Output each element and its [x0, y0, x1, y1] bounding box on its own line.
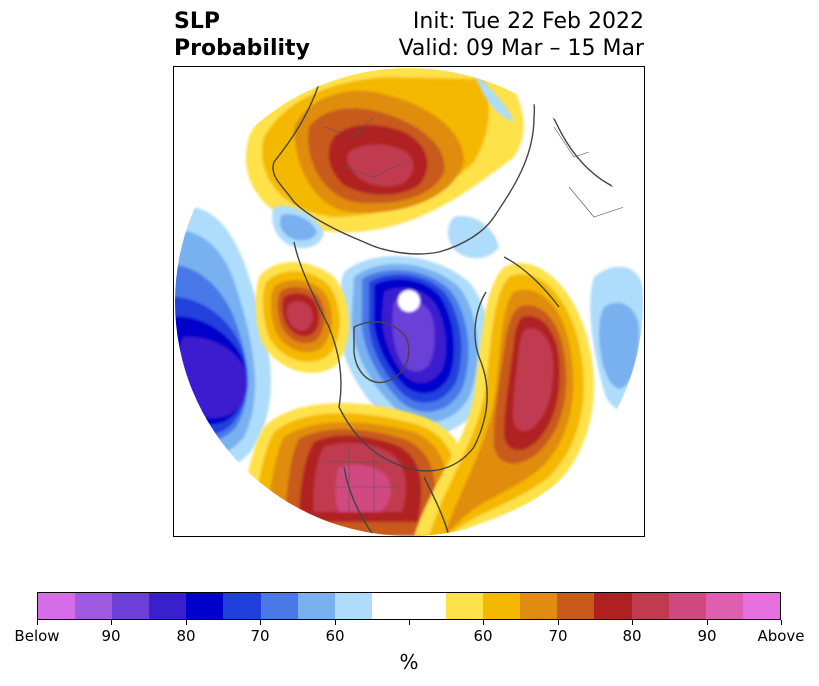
colorbar-tickmark — [37, 620, 38, 625]
colorbar-segment — [557, 593, 595, 619]
colorbar-segment — [668, 593, 706, 619]
colorbar-tickmark — [335, 620, 336, 625]
anomaly-namerica-above — [234, 403, 472, 536]
colorbar-tickmark — [260, 620, 261, 625]
title-variable: SLP — [174, 9, 220, 34]
colorbar-tick-label: 90 — [101, 627, 121, 645]
colorbar-tickmark — [111, 620, 112, 625]
colorbar-segment — [742, 593, 780, 619]
colorbar-tickmark — [632, 620, 633, 625]
colorbar-segment — [631, 593, 669, 619]
colorbar-segment — [483, 593, 521, 619]
colorbar-segment — [594, 593, 632, 619]
colorbar-tick-label: 80 — [622, 627, 642, 645]
colorbar-segment — [75, 593, 113, 619]
colorbar-tick-label: 60 — [473, 627, 493, 645]
colorbar-tick-label: 90 — [697, 627, 717, 645]
probability-map — [173, 66, 645, 537]
colorbar-tick-label: 60 — [325, 627, 345, 645]
colorbar-segment — [38, 593, 76, 619]
map-title-right: Init: Tue 22 Feb 2022 Valid: 09 Mar – 15… — [399, 8, 644, 62]
coastlines — [272, 68, 643, 536]
map-svg — [175, 68, 643, 536]
map-title-left: SLP Probability — [174, 8, 310, 62]
colorbar-tickmark — [186, 620, 187, 625]
colorbar-segment — [705, 593, 743, 619]
colorbar-tickmark — [558, 620, 559, 625]
colorbar-tick-label: Above — [757, 627, 805, 645]
colorbar-segment — [371, 593, 409, 619]
anomaly-gulf-above — [255, 262, 349, 373]
colorbar-segment — [149, 593, 187, 619]
anomaly-europe-above — [245, 68, 524, 233]
colorbar-segment — [260, 593, 298, 619]
colorbar-tick-label: 70 — [250, 627, 270, 645]
colorbar-segment — [334, 593, 372, 619]
colorbar-tick-label: 70 — [548, 627, 568, 645]
valid-range: Valid: 09 Mar – 15 Mar — [398, 36, 644, 61]
colorbar-tickmark — [409, 620, 410, 625]
colorbar-tick-label: Below — [14, 627, 60, 645]
colorbar-segment — [408, 593, 447, 619]
colorbar-segment — [446, 593, 484, 619]
colorbar-tickmark — [483, 620, 484, 625]
anomaly-atlantic-above — [414, 263, 594, 536]
colorbar-tickmark — [781, 620, 782, 625]
colorbar-segment — [223, 593, 261, 619]
colorbar-segment — [297, 593, 335, 619]
colorbar-segment — [112, 593, 150, 619]
init-date: Init: Tue 22 Feb 2022 — [412, 9, 644, 34]
colorbar-tickmark — [707, 620, 708, 625]
colorbar-segment — [520, 593, 558, 619]
colorbar-segment — [186, 593, 224, 619]
map-disk — [175, 68, 643, 536]
colorbar-label: % — [399, 650, 419, 674]
title-kind: Probability — [174, 36, 310, 61]
colorbar — [37, 592, 781, 620]
colorbar-tick-label: 80 — [176, 627, 196, 645]
anomaly-asia-below — [448, 72, 643, 413]
